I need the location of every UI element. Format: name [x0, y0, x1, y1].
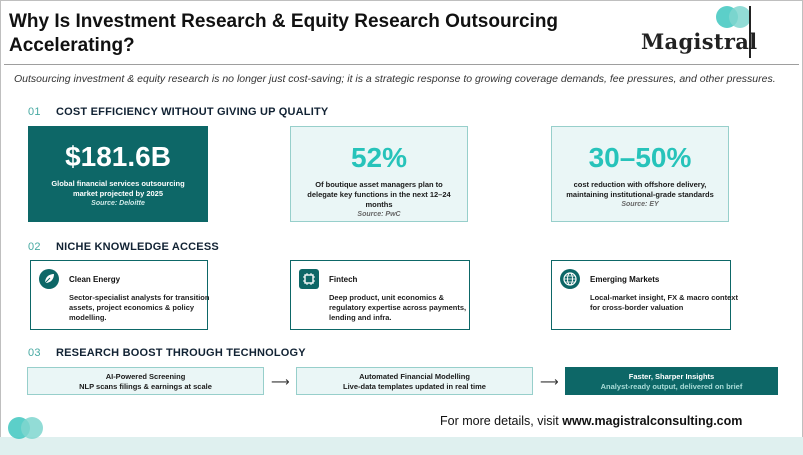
stat-card-cost-reduction: 30–50% cost reduction with offshore deli…	[551, 126, 729, 222]
footer-bar	[0, 437, 803, 455]
stat-description: cost reduction with offshore delivery, m…	[566, 180, 714, 199]
footer-logo	[8, 417, 48, 441]
title-line-1: Why Is Investment Research & Equity Rese…	[9, 11, 559, 32]
section-number: 01	[28, 106, 41, 118]
logo-wordmark: Magistral	[641, 29, 758, 54]
tech-description: Live-data templates updated in real time	[343, 382, 486, 391]
globe-icon	[560, 269, 580, 289]
section-number: 03	[28, 347, 41, 359]
niche-card-fintech: Fintech Deep product, unit economics & r…	[290, 260, 470, 330]
section-heading-research-technology: 03 RESEARCH BOOST THROUGH TECHNOLOGY	[28, 347, 306, 359]
intro-text: Outsourcing investment & equity research…	[14, 73, 776, 85]
magistral-logo: Magistral	[636, 4, 758, 58]
stat-card-market-size: $181.6B Global financial services outsou…	[28, 126, 208, 222]
niche-description: Sector-specialist analysts for transitio…	[69, 293, 210, 322]
stat-value: 52%	[350, 142, 408, 173]
niche-card-emerging-markets: Emerging Markets Local-market insight, F…	[551, 260, 738, 330]
title-line-2: Accelerating?	[9, 35, 135, 56]
niche-description: Deep product, unit economics & regulator…	[329, 293, 467, 322]
arrow-right-icon: ⟶	[540, 374, 559, 389]
tech-description: NLP scans filings & earnings at scale	[79, 382, 212, 391]
logo-divider	[749, 6, 751, 58]
page-title: Why Is Investment Research & Equity Rese…	[9, 10, 609, 58]
section-title: RESEARCH BOOST THROUGH TECHNOLOGY	[56, 347, 306, 359]
chip-icon	[299, 269, 319, 289]
tech-title: Faster, Sharper Insights	[628, 372, 715, 381]
section-heading-niche-knowledge: 02 NICHE KNOWLEDGE ACCESS	[28, 241, 219, 253]
niche-title: Clean Energy	[69, 275, 121, 284]
section-title: COST EFFICIENCY WITHOUT GIVING UP QUALIT…	[56, 106, 329, 118]
section-title: NICHE KNOWLEDGE ACCESS	[56, 241, 219, 253]
stat-description: Global financial services outsourcing ma…	[51, 179, 185, 198]
header-divider	[4, 64, 799, 65]
niche-description: Local-market insight, FX & macro context…	[590, 293, 738, 312]
stat-source: Source: EY	[621, 201, 659, 208]
tech-step-faster-insights: Faster, Sharper Insights Analyst-ready o…	[565, 367, 778, 395]
footer-cta: For more details, visit www.magistralcon…	[440, 414, 742, 428]
stat-source: Source: Deloitte	[91, 200, 145, 207]
niche-title: Emerging Markets	[590, 275, 660, 284]
tech-title: Automated Financial Modelling	[359, 372, 470, 381]
tech-title: AI-Powered Screening	[105, 372, 186, 381]
leaf-icon	[39, 269, 59, 289]
niche-title: Fintech	[329, 275, 358, 284]
stat-value: 30–50%	[588, 142, 692, 173]
footer-website-link[interactable]: www.magistralconsulting.com	[562, 414, 743, 428]
logo-circle-icon	[729, 6, 751, 28]
tech-step-automated-modelling: Automated Financial Modelling Live-data …	[296, 367, 533, 395]
arrow-right-icon: ⟶	[271, 374, 290, 389]
niche-card-clean-energy: Clean Energy Sector-specialist analysts …	[30, 260, 209, 330]
stat-source: Source: PwC	[357, 211, 401, 218]
tech-description: Analyst-ready output, delivered on brief	[600, 382, 743, 391]
stat-description: Of boutique asset managers plan to deleg…	[307, 180, 451, 209]
stat-value: $181.6B	[65, 141, 171, 172]
stat-card-boutique-managers: 52% Of boutique asset managers plan to d…	[290, 126, 468, 222]
section-number: 02	[28, 241, 41, 253]
logo-circle-icon	[21, 417, 43, 439]
footer-prefix: For more details, visit	[440, 414, 563, 428]
tech-step-ai-screening: AI-Powered Screening NLP scans filings &…	[27, 367, 264, 395]
section-heading-cost-efficiency: 01 COST EFFICIENCY WITHOUT GIVING UP QUAL…	[28, 106, 328, 118]
